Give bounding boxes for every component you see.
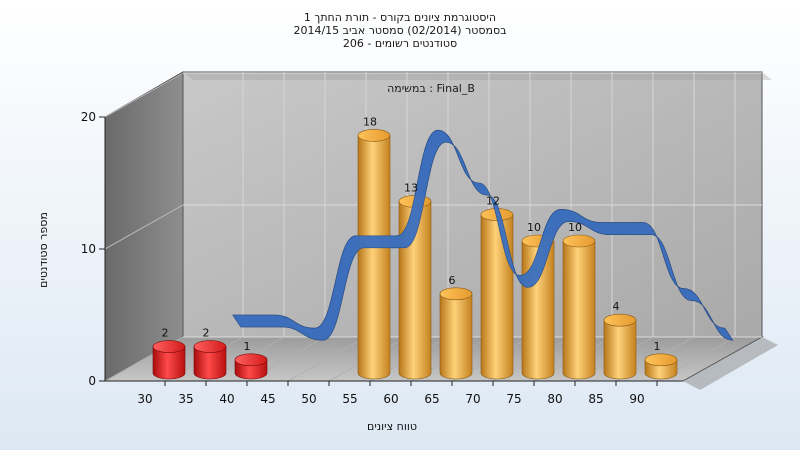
title-line-2: בסמסטר (02/2014) סמסטר אביב 2014/15 [293,24,506,37]
bar-80 [562,234,596,380]
bar-cap [603,313,637,327]
curve-ribbon [232,129,734,341]
distribution-curve-front [232,129,734,341]
x-tick-label: 80 [547,392,562,406]
bar-value-label: 6 [449,274,456,287]
x-tick-label: 85 [588,392,603,406]
x-axis-label: טווח ציונים [367,420,417,433]
bar-65 [439,287,473,380]
x-tick-label: 60 [383,392,398,406]
bar-30 [152,340,186,380]
task-annotation: במשימה : Final_B [387,82,475,95]
bar-data-labels: 2 2 1 18 13 6 12 10 10 4 1 [162,115,661,352]
bar-90 [644,353,678,380]
bar-cap [234,353,268,367]
bar-body [152,346,186,380]
bar-85 [603,313,637,380]
chart-title: היסטוגרמת ציונים בקורס - תורת החתך 1 בסמ… [293,11,506,50]
bar-body [603,319,637,380]
x-axis-ticks: 30 35 40 45 50 55 60 65 70 75 80 85 90 [137,381,658,406]
bar-value-label: 2 [162,327,169,340]
title-line-1: היסטוגרמת ציונים בקורס - תורת החתך 1 [304,11,496,24]
bar-value-label: 2 [203,327,210,340]
y-tick-label: 10 [81,242,96,256]
right-wall-edge [683,337,778,390]
bar-cap [357,129,391,142]
x-tick-label: 90 [629,392,644,406]
y-tick-label: 20 [81,110,96,124]
y-axis-label: מספר סטודנטים [37,212,50,288]
bar-cap [193,340,227,353]
bar-body [562,240,596,380]
x-tick-label: 65 [424,392,439,406]
x-tick-label: 50 [301,392,316,406]
y-tick-label: 0 [88,374,96,388]
x-tick-label: 75 [506,392,521,406]
bar-value-label: 12 [486,195,500,208]
title-line-3: סטודנטים רשומים - 206 [343,37,457,50]
bar-body [193,346,227,380]
bar-40 [234,353,268,380]
x-tick-label: 55 [342,392,357,406]
bar-value-label: 10 [568,221,582,234]
bar-cap [439,287,473,301]
x-tick-label: 45 [260,392,275,406]
bar-body [480,214,514,380]
x-tick-label: 70 [465,392,480,406]
bar-cap [152,340,186,353]
bar-value-label: 10 [527,221,541,234]
bar-value-label: 4 [613,300,620,313]
bar-35 [193,340,227,380]
grid-line-left [104,204,184,250]
y-axis-ticks: 0 10 20 [81,110,105,388]
x-tick-label: 40 [219,392,234,406]
grid-line-floor [287,336,367,382]
bar-value-label: 18 [363,115,377,128]
bar-cap [562,234,596,248]
top-edge [183,72,772,80]
grid-line-left [104,72,184,118]
bar-value-label: 1 [244,340,251,353]
bar-70 [480,208,514,380]
bar-value-label: 1 [654,340,661,353]
x-tick-label: 35 [178,392,193,406]
bar-cap [644,353,678,367]
bar-value-label: 13 [404,181,418,194]
bar-body [357,135,391,380]
bar-body [439,293,473,380]
x-tick-label: 30 [137,392,152,406]
bar-55 [357,129,391,380]
